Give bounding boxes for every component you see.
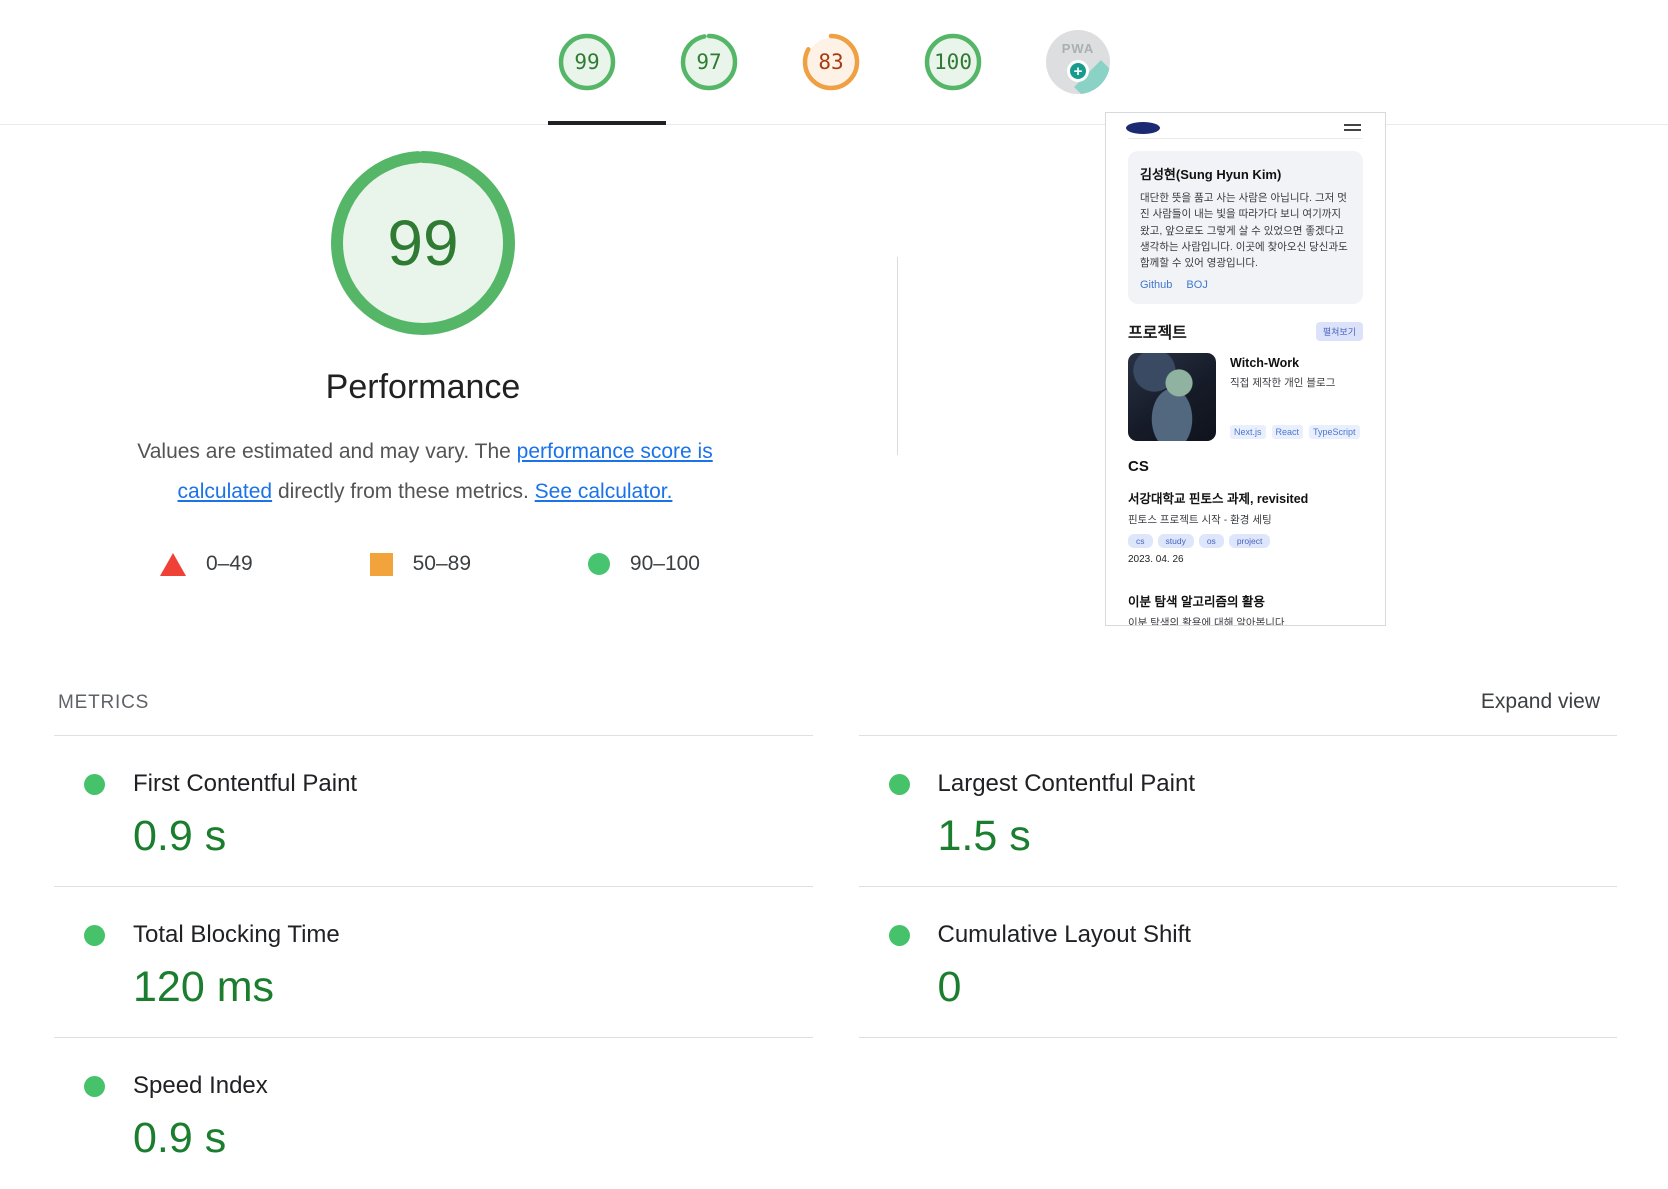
tag: cs [1128, 534, 1153, 549]
nav-score-performance: 99 [574, 50, 600, 74]
performance-gauge: 99 [330, 150, 516, 336]
legend-range: 50–89 [412, 552, 472, 575]
expand-view-button[interactable]: Expand view [1480, 690, 1600, 713]
legend-range: 0–49 [206, 552, 253, 575]
profile-bio: 대단한 뜻을 품고 사는 사람은 아닙니다. 그저 멋진 사람들이 내는 빛을 … [1140, 192, 1348, 270]
metric-largest-contentful-paint: Largest Contentful Paint 1.5 s [858, 736, 1617, 887]
metric-speed-index: Speed Index 0.9 s [54, 1038, 813, 1189]
post-title: 서강대학교 핀토스 과제, revisited [1128, 492, 1309, 507]
tag: os [1198, 534, 1224, 549]
site-logo-icon [1126, 122, 1160, 134]
metric-first-contentful-paint: First Contentful Paint 0.9 s [54, 736, 813, 887]
green-circle-icon [587, 553, 610, 575]
legend-fail: 0–49 [160, 552, 253, 576]
pwa-badge[interactable]: PWA + [1046, 30, 1110, 94]
nav-gauge-seo[interactable]: 100 [924, 33, 982, 91]
gauge-ring-icon [558, 33, 616, 91]
metrics-grid: First Contentful Paint 0.9 s Total Block… [54, 735, 1617, 1189]
score-legend: 0–49 50–89 90–100 [160, 552, 700, 576]
green-dot-icon [888, 773, 910, 795]
red-triangle-icon [160, 552, 186, 576]
metric-total-blocking-time: Total Blocking Time 120 ms [54, 887, 813, 1038]
project-title: Witch-Work [1230, 356, 1300, 371]
project-thumbnail-image [1128, 353, 1216, 442]
gauge-ring-icon [924, 33, 982, 91]
nav-score-accessibility: 97 [696, 50, 722, 74]
see-calculator-link[interactable]: See calculator. [534, 480, 673, 503]
profile-name: 김성현(Sung Hyun Kim) [1140, 167, 1282, 182]
category-nav: 99 97 83 100 PWA + [0, 0, 1668, 125]
project-card: Witch-Work 직접 제작한 개인 블로그 Next.js React T… [1128, 353, 1363, 442]
nav-gauge-accessibility[interactable]: 97 [680, 33, 738, 91]
metric-label: First Contentful Paint [133, 770, 358, 797]
cs-heading: CS [1128, 458, 1149, 476]
page-title: Performance [325, 368, 521, 406]
metric-value: 1.5 s [937, 812, 1031, 860]
post-desc: 핀토스 프로젝트 시작 - 환경 세팅 [1128, 514, 1272, 527]
project-info: Witch-Work 직접 제작한 개인 블로그 Next.js React T… [1230, 353, 1360, 441]
project-desc: 직접 제작한 개인 블로그 [1230, 377, 1336, 390]
vertical-divider [897, 257, 898, 455]
metric-value: 0.9 s [133, 1114, 227, 1162]
metrics-column-left: First Contentful Paint 0.9 s Total Block… [54, 735, 813, 1189]
nav-score-seo: 100 [934, 50, 972, 74]
metric-label: Cumulative Layout Shift [937, 921, 1191, 948]
metric-cumulative-layout-shift: Cumulative Layout Shift 0 [858, 887, 1617, 1038]
performance-score-calculated-link[interactable]: performance score is calculated [177, 440, 713, 503]
github-link: Github [1140, 279, 1173, 292]
metric-label: Speed Index [133, 1072, 268, 1099]
green-dot-icon [84, 1075, 105, 1097]
metrics-heading: METRICS [58, 692, 150, 713]
green-dot-icon [888, 924, 910, 946]
post-title: 이분 탐색 알고리즘의 활용 [1128, 595, 1265, 610]
tag: TypeScript [1309, 425, 1360, 440]
green-dot-icon [84, 924, 105, 946]
nav-gauge-best-practices[interactable]: 83 [802, 33, 860, 91]
performance-score: 99 [387, 207, 459, 279]
thumb-site-header [1126, 119, 1363, 139]
metrics-column-right: Largest Contentful Paint 1.5 s Cumulativ… [858, 735, 1617, 1189]
green-dot-icon [84, 773, 105, 795]
tag: Next.js [1230, 425, 1266, 440]
post-item: 서강대학교 핀토스 과제, revisited 핀토스 프로젝트 시작 - 환경… [1128, 488, 1363, 565]
gauge-ring-icon [331, 151, 515, 335]
tag: React [1271, 425, 1304, 440]
pwa-label: PWA [1061, 41, 1095, 56]
expand-chip: 펼쳐보기 [1315, 321, 1363, 341]
boj-link: BOJ [1186, 279, 1208, 292]
post-desc: 이분 탐색의 활용에 대해 알아봅니다. [1128, 617, 1288, 626]
legend-pass: 90–100 [587, 552, 700, 576]
metric-value: 0 [937, 963, 962, 1011]
projects-section-row: 프로젝트 펼쳐보기 [1128, 319, 1363, 343]
profile-links: Github BOJ [1140, 279, 1351, 291]
metric-value: 0.9 s [133, 812, 227, 860]
profile-card: 김성현(Sung Hyun Kim) 대단한 뜻을 품고 사는 사람은 아닙니다… [1128, 151, 1363, 305]
post-item: 이분 탐색 알고리즘의 활용 이분 탐색의 활용에 대해 알아봅니다. algo… [1128, 591, 1363, 626]
orange-square-icon [369, 552, 393, 576]
gauge-ring-icon [680, 33, 738, 91]
hamburger-menu-icon [1344, 124, 1361, 134]
legend-range: 90–100 [629, 552, 700, 575]
gauge-ring-icon [802, 33, 860, 91]
tag: project [1228, 534, 1271, 549]
tag: study [1157, 534, 1194, 549]
selected-tab-indicator [548, 121, 666, 125]
metric-label: Total Blocking Time [133, 921, 340, 948]
project-tags: Next.js React TypeScript [1230, 425, 1360, 440]
nav-gauge-performance[interactable]: 99 [558, 33, 616, 91]
final-screenshot-thumbnail[interactable]: 김성현(Sung Hyun Kim) 대단한 뜻을 품고 사는 사람은 아닙니다… [1105, 112, 1386, 626]
description-text: Values are estimated and may vary. The [137, 440, 517, 463]
post-tags: cs study os project [1128, 534, 1363, 549]
metric-label: Largest Contentful Paint [937, 770, 1196, 797]
performance-description: Values are estimated and may vary. The p… [95, 432, 755, 512]
description-text: directly from these metrics. [272, 480, 535, 503]
pwa-plus-icon: + [1067, 60, 1089, 82]
nav-score-best-practices: 83 [818, 50, 844, 74]
post-date: 2023. 04. 26 [1128, 554, 1184, 566]
projects-heading: 프로젝트 [1128, 325, 1187, 343]
legend-average: 50–89 [369, 552, 472, 576]
metric-value: 120 ms [133, 963, 275, 1011]
